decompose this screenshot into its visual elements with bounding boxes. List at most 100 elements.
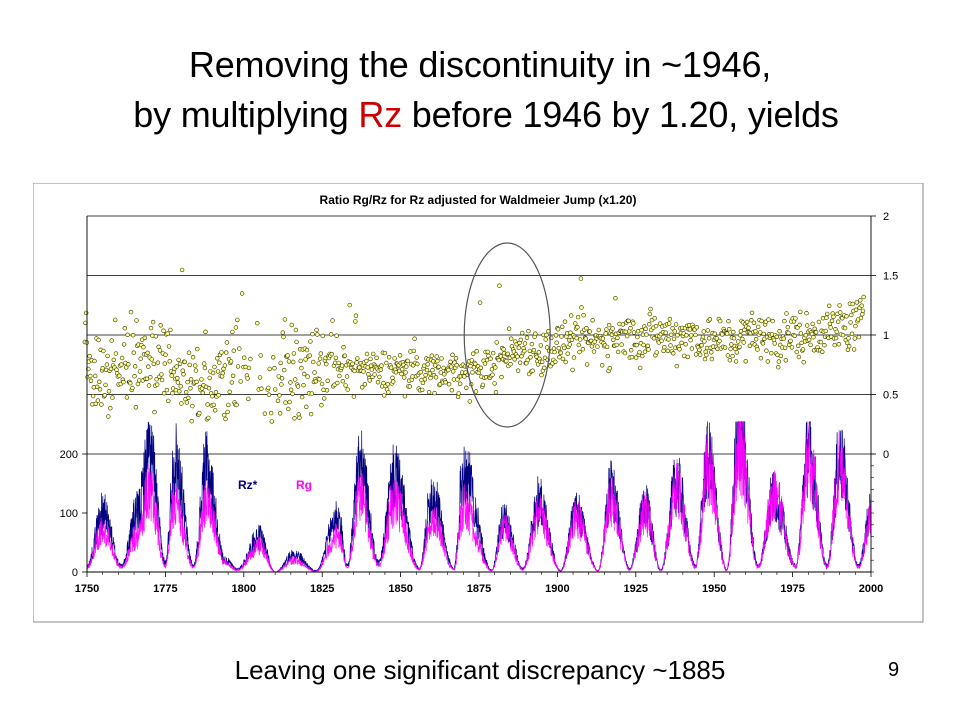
ratio-point: [826, 303, 832, 309]
ratio-point: [615, 349, 621, 355]
ratio-point: [734, 350, 739, 355]
ratio-point: [782, 318, 787, 324]
ratio-point: [781, 336, 786, 341]
ratio-point: [798, 331, 804, 336]
ratio-point: [818, 339, 824, 345]
ratio-point: [634, 342, 639, 348]
ratio-point: [801, 360, 806, 365]
x-tick-label: 1750: [75, 583, 99, 595]
ratio-point: [685, 354, 690, 360]
ratio-point: [382, 393, 387, 398]
ratio-point: [436, 364, 441, 370]
ratio-point: [829, 318, 835, 324]
ratio-point: [724, 331, 730, 336]
ratio-point: [308, 411, 314, 417]
ratio-point: [101, 348, 106, 354]
ratio-point: [758, 356, 764, 361]
ratio-point: [150, 319, 156, 325]
ratio-point: [205, 402, 210, 407]
ratio-point: [228, 359, 234, 364]
ratio-point: [90, 393, 96, 399]
ratio-point: [154, 377, 159, 382]
ratio-point: [159, 377, 165, 383]
ratio-point: [476, 370, 481, 376]
ratio-point: [130, 385, 135, 391]
ratio-point: [190, 403, 195, 409]
ratio-y-tick-label: 1: [883, 330, 889, 342]
chart-container: Ratio Rg/Rz for Rz adjusted for Waldmeie…: [33, 183, 924, 623]
ratio-point: [785, 325, 790, 330]
ratio-point: [822, 343, 827, 348]
ratio-point: [164, 387, 170, 393]
ratio-point: [248, 356, 253, 362]
ratio-point: [576, 342, 581, 348]
ratio-point: [291, 351, 297, 356]
ratio-point: [702, 339, 707, 344]
ratio-point: [155, 360, 161, 365]
ratio-point: [308, 339, 313, 344]
ratio-point: [666, 321, 672, 326]
ratio-point: [727, 358, 733, 363]
ratio-point: [591, 349, 597, 354]
ratio-point: [648, 306, 653, 312]
ratio-point: [351, 394, 357, 399]
ratio-point: [850, 301, 855, 307]
ratio-point: [553, 333, 559, 338]
ratio-point: [180, 368, 186, 373]
ratio-point: [775, 365, 781, 370]
ratio-point: [220, 370, 226, 376]
ratio-point: [720, 332, 725, 337]
chart-figure: Ratio Rg/Rz for Rz adjusted for Waldmeie…: [33, 183, 924, 623]
ratio-point: [166, 344, 172, 349]
ratio-point: [202, 365, 208, 371]
ratio-point: [334, 333, 339, 338]
ratio-point: [840, 316, 845, 321]
ratio-point: [840, 332, 846, 338]
ratio-point: [456, 391, 461, 396]
ratio-point: [229, 380, 235, 385]
ratio-point: [106, 414, 111, 419]
ratio-point: [846, 336, 851, 341]
x-tick-label: 1875: [467, 583, 491, 595]
ratio-point: [538, 343, 543, 348]
ratio-point: [259, 386, 264, 391]
ratio-point: [157, 348, 163, 353]
ratio-point: [156, 344, 161, 350]
ratio-point: [733, 359, 739, 364]
ratio-point: [646, 322, 652, 327]
ratio-point: [181, 372, 186, 377]
ratio-point: [427, 371, 432, 376]
ratio-point: [277, 411, 283, 416]
ratio-point: [206, 415, 211, 421]
ratio-point: [108, 406, 113, 411]
ratio-point: [823, 328, 828, 334]
ratio-point: [104, 362, 110, 367]
ratio-point: [187, 362, 192, 368]
ratio-point: [231, 348, 237, 353]
ratio-point: [654, 350, 659, 355]
ratio-point: [178, 384, 183, 389]
ratio-point: [324, 388, 330, 393]
ratio-point: [706, 336, 712, 341]
ratio-point: [633, 355, 639, 360]
ratio-point: [731, 336, 737, 341]
ratio-point: [652, 316, 657, 321]
ratio-point: [163, 352, 168, 357]
ratio-point: [769, 351, 774, 356]
ratio-point: [661, 348, 666, 354]
ratio-point: [148, 375, 153, 380]
ratio-point: [174, 364, 179, 369]
ratio-point: [552, 349, 557, 355]
ratio-point: [286, 406, 291, 412]
ratio-point: [272, 366, 277, 371]
ratio-point: [725, 353, 730, 358]
ratio-point: [753, 329, 758, 334]
ratio-point: [237, 346, 242, 351]
ratio-point: [628, 326, 633, 331]
ratio-point: [94, 384, 100, 390]
ratio-point: [702, 356, 708, 362]
ratio-point: [117, 373, 122, 378]
ratio-point: [844, 340, 850, 346]
ratio-point: [273, 387, 278, 392]
ratio-point: [491, 350, 496, 356]
